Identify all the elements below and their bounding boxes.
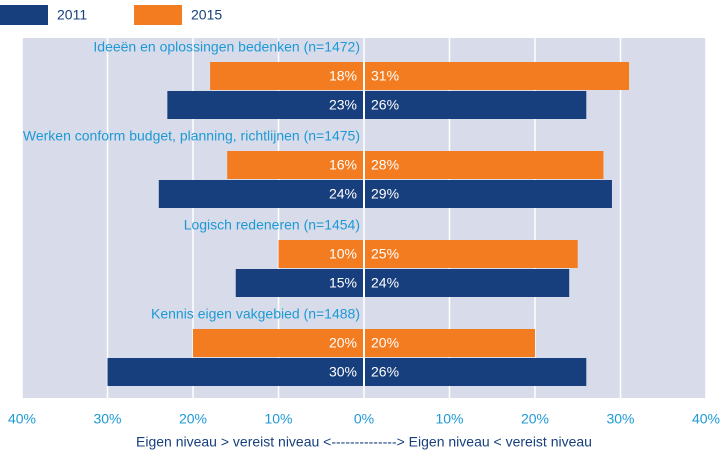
category-label: Kennis eigen vakgebied (n=1488) xyxy=(151,306,360,322)
x-tick-label: 0% xyxy=(354,411,374,427)
bar-left xyxy=(227,151,364,179)
value-label: 25% xyxy=(371,246,399,262)
bar-right xyxy=(364,91,587,119)
value-label: 20% xyxy=(329,335,357,351)
bar-right xyxy=(364,240,578,268)
value-label: 30% xyxy=(329,364,357,380)
x-tick-label: 40% xyxy=(8,411,36,427)
value-label: 18% xyxy=(329,68,357,84)
x-tick-label: 10% xyxy=(264,411,292,427)
value-label: 15% xyxy=(329,275,357,291)
bar-left xyxy=(210,62,364,90)
bar-left xyxy=(167,91,364,119)
legend-swatch xyxy=(134,5,182,25)
value-label: 28% xyxy=(371,157,399,173)
value-label: 23% xyxy=(329,97,357,113)
bar-left xyxy=(107,358,364,386)
x-tick-label: 10% xyxy=(435,411,463,427)
category-label: Werken conform budget, planning, richtli… xyxy=(23,128,360,144)
value-label: 20% xyxy=(371,335,399,351)
value-label: 24% xyxy=(329,186,357,202)
bar-right xyxy=(364,358,587,386)
x-tick-label: 40% xyxy=(692,411,720,427)
value-label: 24% xyxy=(371,275,399,291)
value-label: 16% xyxy=(329,157,357,173)
value-label: 31% xyxy=(371,68,399,84)
bar-right xyxy=(364,329,535,357)
legend-label: 2015 xyxy=(191,7,222,23)
value-label: 10% xyxy=(329,246,357,262)
bar-right xyxy=(364,62,630,90)
x-tick-label: 30% xyxy=(93,411,121,427)
x-tick-label: 20% xyxy=(179,411,207,427)
category-label: Logisch redeneren (n=1454) xyxy=(184,217,360,233)
bar-right xyxy=(364,269,570,297)
x-axis-label: Eigen niveau > vereist niveau <---------… xyxy=(136,434,592,450)
x-tick-label: 20% xyxy=(521,411,549,427)
value-label: 26% xyxy=(371,97,399,113)
bar-right xyxy=(364,151,604,179)
bar-left xyxy=(193,329,364,357)
bar-left xyxy=(235,269,364,297)
legend-swatch xyxy=(0,5,48,25)
category-label: Ideeën en oplossingen bedenken (n=1472) xyxy=(93,39,360,55)
legend-label: 2011 xyxy=(57,7,87,23)
bar-right xyxy=(364,180,612,208)
value-label: 29% xyxy=(371,186,399,202)
bar-left xyxy=(158,180,364,208)
bar-left xyxy=(278,240,364,268)
value-label: 26% xyxy=(371,364,399,380)
x-tick-label: 30% xyxy=(606,411,634,427)
